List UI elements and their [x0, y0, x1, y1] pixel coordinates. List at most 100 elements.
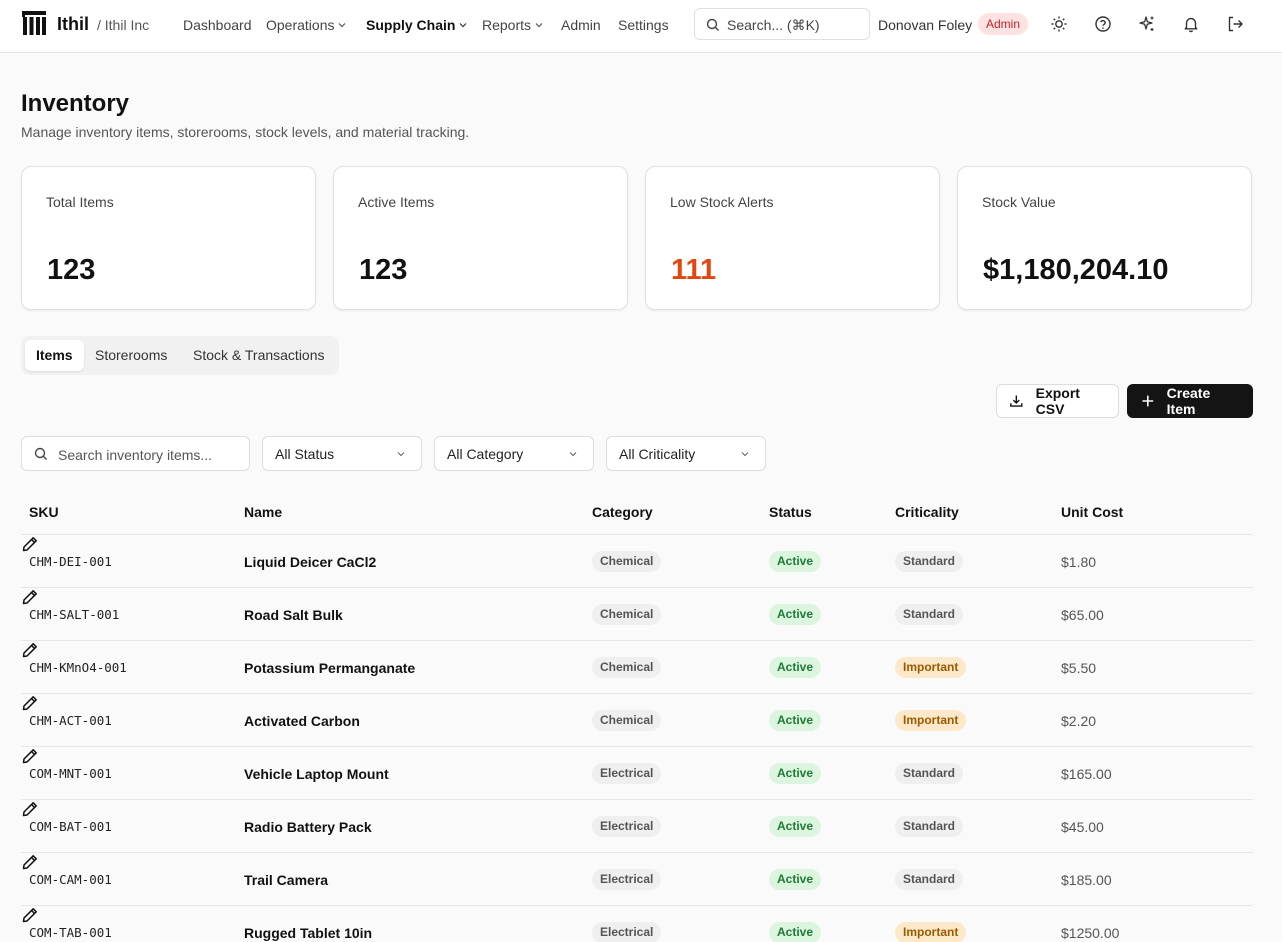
- table-row[interactable]: CHM-KMnO4-001 Potassium Permanganate Chemi…: [21, 641, 1253, 694]
- cell-name[interactable]: Rugged Tablet 10in: [244, 925, 373, 941]
- stat-label: Stock Value: [982, 194, 1056, 210]
- edit-pencil-icon[interactable]: [21, 906, 39, 924]
- nav-supply-chain-label: Supply Chain: [366, 17, 456, 33]
- criticality-badge: Standard: [895, 763, 964, 784]
- nav-reports[interactable]: Reports: [482, 17, 543, 33]
- logout-icon[interactable]: [1226, 15, 1244, 33]
- cell-name[interactable]: Potassium Permanganate: [244, 660, 416, 676]
- top-navigation-bar: Ithil / Ithil Inc Dashboard Operations S…: [0, 0, 1282, 53]
- nav-operations-label: Operations: [266, 17, 335, 33]
- inventory-tabs: Items Storerooms Stock & Transactions: [21, 336, 339, 375]
- table-row[interactable]: COM-TAB-001 Rugged Tablet 10in Electrical A…: [21, 906, 1253, 942]
- cell-name[interactable]: Road Salt Bulk: [244, 607, 343, 623]
- chevron-down-icon: [535, 23, 543, 28]
- chevron-down-icon: [397, 452, 405, 457]
- category-badge: Electrical: [592, 816, 662, 837]
- criticality-filter-select[interactable]: All Criticality: [606, 436, 766, 471]
- category-filter-select[interactable]: All Category: [434, 436, 594, 471]
- inventory-table: SKU Name Category Status Criticality Uni…: [21, 490, 1253, 942]
- nav-admin[interactable]: Admin: [561, 17, 601, 33]
- create-item-button[interactable]: Create Item: [1127, 384, 1253, 418]
- ithil-logo-icon[interactable]: [22, 11, 46, 35]
- column-header-unit-cost[interactable]: Unit Cost: [1061, 504, 1124, 520]
- table-row[interactable]: COM-BAT-001 Radio Battery Pack Electrical A…: [21, 800, 1253, 853]
- category-filter-value: All Category: [447, 446, 524, 462]
- category-badge: Chemical: [592, 657, 662, 678]
- edit-pencil-icon[interactable]: [21, 694, 39, 712]
- cell-sku: CHM-DEI-001: [29, 554, 112, 569]
- bell-icon[interactable]: [1182, 15, 1200, 33]
- category-badge: Chemical: [592, 604, 662, 625]
- cell-sku: COM-BAT-001: [29, 819, 112, 834]
- status-badge: Active: [769, 604, 822, 625]
- cell-unit-cost: $165.00: [1061, 766, 1112, 782]
- sparkles-icon[interactable]: [1138, 15, 1156, 33]
- column-header-name[interactable]: Name: [244, 504, 283, 520]
- edit-pencil-icon[interactable]: [21, 747, 39, 765]
- category-badge: Electrical: [592, 922, 662, 942]
- nav-dashboard[interactable]: Dashboard: [183, 17, 252, 33]
- column-header-category[interactable]: Category: [592, 504, 653, 520]
- sun-icon[interactable]: [1050, 15, 1068, 33]
- org-name: / Ithil Inc: [97, 17, 150, 33]
- table-row[interactable]: CHM-DEI-001 Liquid Deicer CaCl2 Chemical Ac…: [21, 535, 1253, 588]
- nav-admin-label: Admin: [561, 17, 601, 33]
- cell-sku: CHM-KMnO4-001: [29, 660, 127, 675]
- cell-unit-cost: $65.00: [1061, 607, 1104, 623]
- table-row[interactable]: COM-CAM-001 Trail Camera Electrical Active S…: [21, 853, 1253, 906]
- table-row[interactable]: CHM-ACT-001 Activated Carbon Chemical Activ…: [21, 694, 1253, 747]
- brand-name[interactable]: Ithil: [57, 14, 89, 34]
- edit-pencil-icon[interactable]: [21, 800, 39, 818]
- edit-pencil-icon[interactable]: [21, 588, 39, 606]
- cell-unit-cost: $5.50: [1061, 660, 1097, 676]
- search-icon: [34, 447, 47, 460]
- export-csv-button[interactable]: Export CSV: [996, 384, 1119, 418]
- nav-supply-chain[interactable]: Supply Chain: [366, 17, 467, 33]
- inventory-search-input[interactable]: Search inventory items...: [21, 436, 250, 471]
- global-search-placeholder: Search... (⌘K): [727, 17, 820, 33]
- cell-name[interactable]: Vehicle Laptop Mount: [244, 766, 389, 782]
- status-badge: Active: [769, 869, 822, 890]
- create-item-label: Create Item: [1166, 385, 1211, 417]
- category-badge: Chemical: [592, 551, 662, 572]
- table-body: CHM-DEI-001 Liquid Deicer CaCl2 Chemical Ac…: [21, 535, 1253, 942]
- stat-card-stock-value: Stock Value $1,180,204.10: [957, 166, 1252, 310]
- user-name[interactable]: Donovan Foley: [878, 17, 973, 33]
- inventory-search-placeholder: Search inventory items...: [58, 447, 213, 463]
- table-row[interactable]: CHM-SALT-001 Road Salt Bulk Chemical Active…: [21, 588, 1253, 641]
- cell-sku: COM-CAM-001: [29, 872, 112, 887]
- stat-value: 111: [671, 254, 717, 286]
- column-header-status[interactable]: Status: [769, 504, 812, 520]
- cell-name[interactable]: Liquid Deicer CaCl2: [244, 554, 377, 570]
- tab-storerooms[interactable]: Storerooms: [95, 347, 168, 363]
- stat-card-total-items: Total Items 123: [21, 166, 316, 310]
- download-icon: [1010, 395, 1023, 407]
- tab-items[interactable]: Items: [25, 340, 84, 371]
- stat-card-low-stock-alerts: Low Stock Alerts 111: [645, 166, 940, 310]
- role-badge: Admin: [978, 13, 1029, 35]
- edit-pencil-icon[interactable]: [21, 641, 39, 659]
- category-badge: Electrical: [592, 869, 662, 890]
- criticality-badge: Standard: [895, 551, 964, 572]
- nav-settings[interactable]: Settings: [618, 17, 669, 33]
- cell-name[interactable]: Activated Carbon: [244, 713, 360, 729]
- stat-value: $1,180,204.10: [983, 254, 1169, 286]
- cell-name[interactable]: Radio Battery Pack: [244, 819, 372, 835]
- nav-operations[interactable]: Operations: [266, 17, 346, 33]
- edit-pencil-icon[interactable]: [21, 853, 39, 871]
- tab-stock-transactions[interactable]: Stock & Transactions: [193, 347, 325, 363]
- help-icon[interactable]: [1094, 15, 1112, 33]
- cell-name[interactable]: Trail Camera: [244, 872, 329, 888]
- edit-pencil-icon[interactable]: [21, 535, 39, 553]
- criticality-filter-value: All Criticality: [619, 446, 696, 462]
- global-search-input[interactable]: Search... (⌘K): [694, 8, 870, 40]
- cell-unit-cost: $185.00: [1061, 872, 1112, 888]
- category-badge: Electrical: [592, 763, 662, 784]
- status-filter-select[interactable]: All Status: [262, 436, 422, 471]
- column-header-sku[interactable]: SKU: [29, 504, 59, 520]
- column-header-criticality[interactable]: Criticality: [895, 504, 959, 520]
- table-row[interactable]: COM-MNT-001 Vehicle Laptop Mount Electrica…: [21, 747, 1253, 800]
- status-badge: Active: [769, 710, 822, 731]
- cell-unit-cost: $45.00: [1061, 819, 1104, 835]
- nav-reports-label: Reports: [482, 17, 532, 33]
